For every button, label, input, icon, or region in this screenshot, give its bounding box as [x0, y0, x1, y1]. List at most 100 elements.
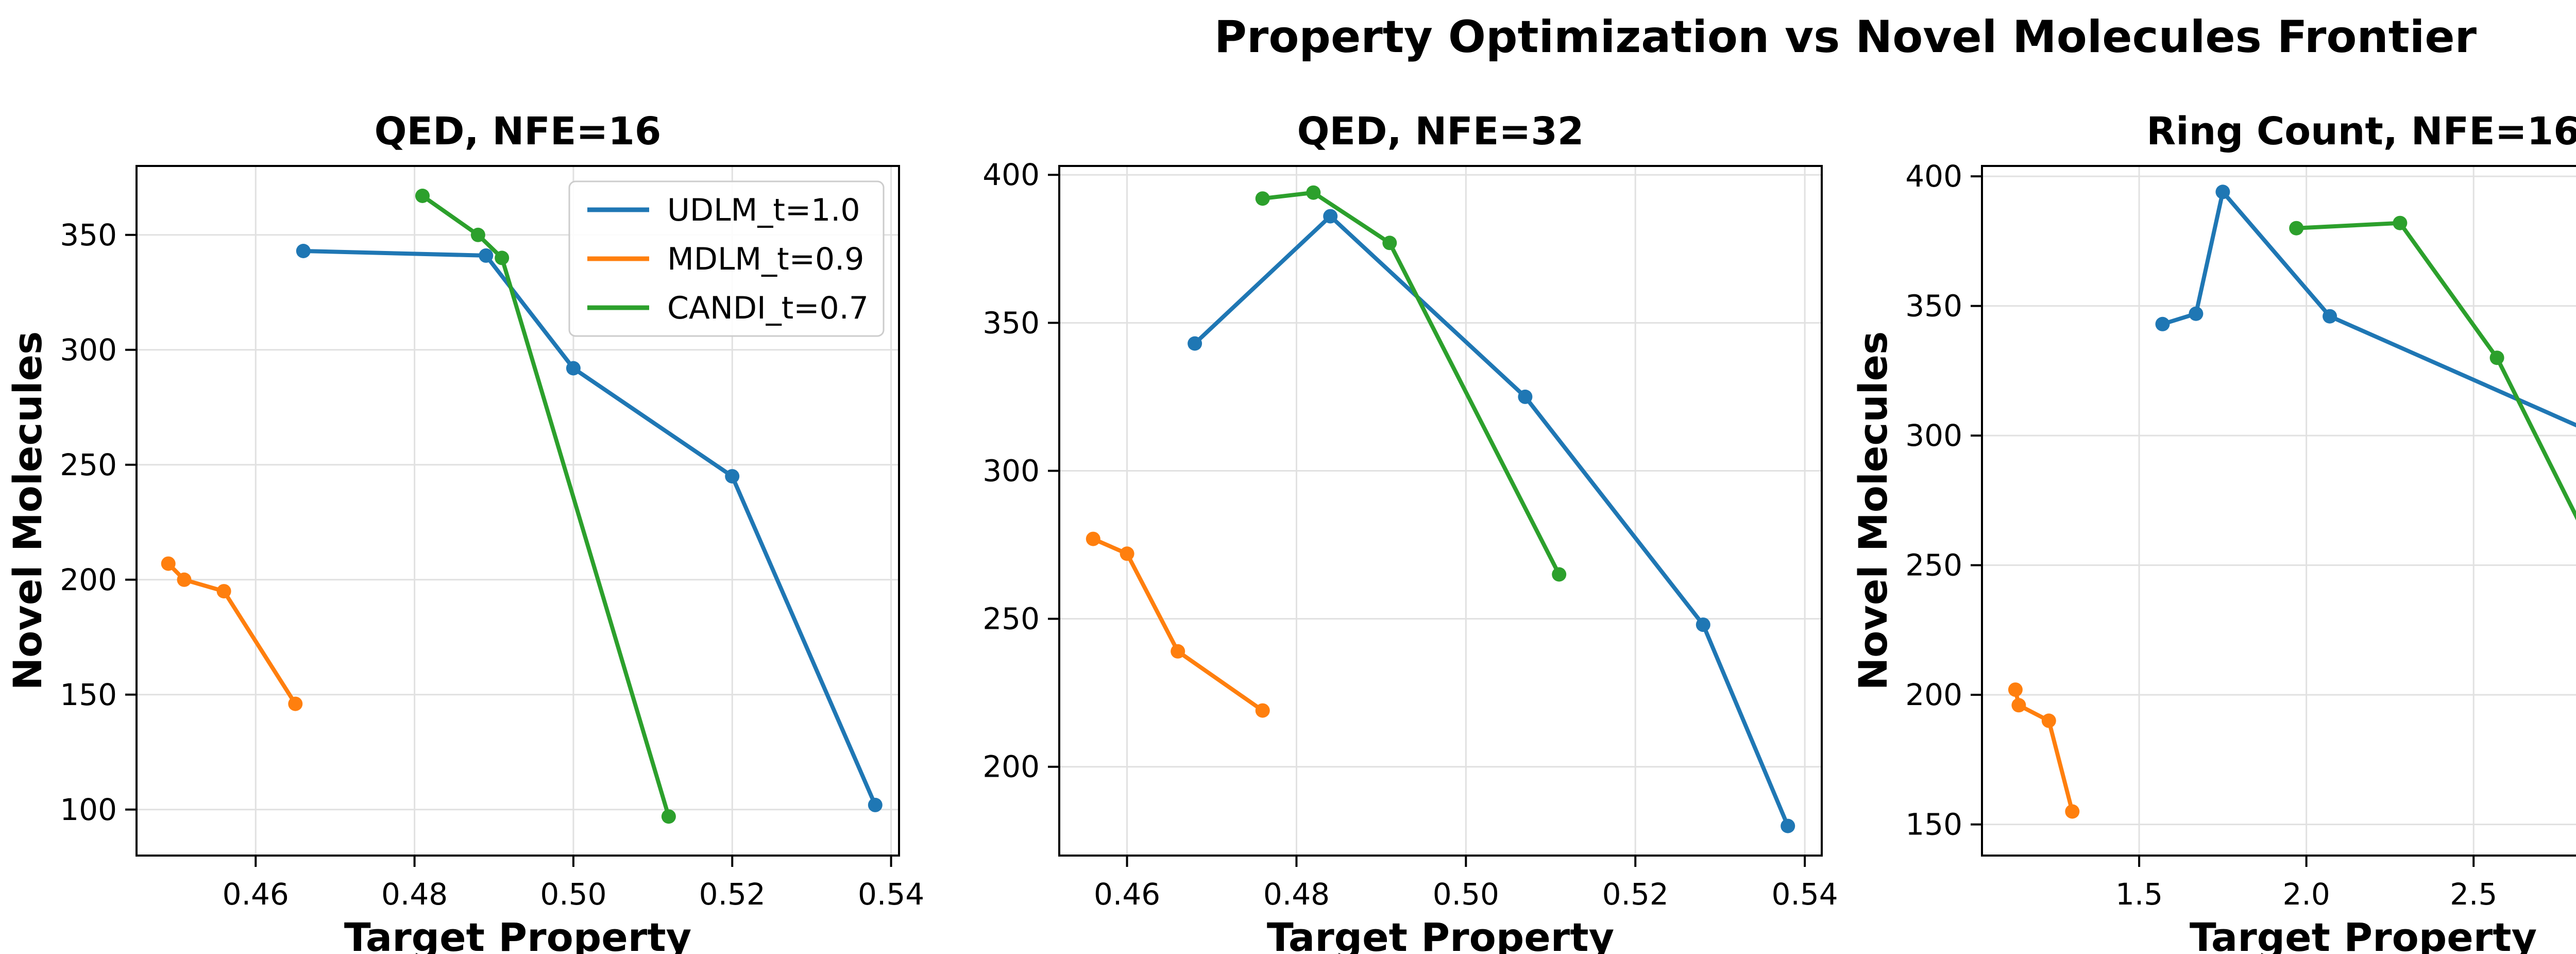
- data-point: [161, 556, 176, 571]
- x-tick-label: 0.46: [223, 877, 289, 912]
- series-CANDI_t=0.7: [2289, 215, 2576, 521]
- data-point: [2289, 221, 2304, 236]
- y-tick-label: 350: [982, 305, 1040, 340]
- series-line: [2160, 190, 2576, 428]
- data-point: [2323, 309, 2337, 324]
- y-tick-label: 200: [1905, 677, 1962, 712]
- y-tick-label: 300: [982, 453, 1040, 488]
- axes-frame: [135, 165, 900, 857]
- series-UDLM_t=1.0: [296, 244, 883, 812]
- data-point: [1518, 389, 1533, 404]
- series-line: [2013, 688, 2075, 814]
- data-point: [725, 469, 740, 484]
- data-point: [177, 572, 192, 587]
- x-tick-label: 0.54: [1772, 877, 1838, 912]
- data-point: [2011, 698, 2026, 713]
- x-axis: 0.46 0.48 0.50 0.52 0.54: [223, 856, 923, 912]
- y-tick-label: 350: [60, 217, 117, 253]
- y-tick-label: 150: [1905, 807, 1962, 842]
- x-tick-label: 0.50: [540, 877, 606, 912]
- y-tick-label: 200: [60, 562, 117, 597]
- data-point: [2065, 804, 2080, 819]
- data-point: [479, 248, 494, 263]
- data-point: [296, 244, 311, 258]
- data-point: [1255, 191, 1270, 206]
- data-point: [1323, 209, 1338, 224]
- series-line: [1260, 190, 1562, 577]
- series-line: [166, 561, 298, 706]
- data-point: [2215, 185, 2230, 199]
- axes-frame: [1058, 165, 1823, 857]
- data-point: [495, 250, 510, 265]
- series-UDLM_t=1.0: [2155, 185, 2576, 428]
- legend-box: [568, 180, 885, 337]
- data-point: [661, 809, 676, 824]
- data-point: [2489, 350, 2504, 365]
- data-point: [566, 361, 581, 376]
- x-tick-label: 0.48: [381, 877, 448, 912]
- y-tick-label: 400: [1905, 159, 1962, 194]
- subplot-qed-nfe32: 0.46 0.48 0.50 0.52 0.54 200 250 300 350 400 QED, …: [923, 0, 1845, 954]
- data-point: [288, 696, 303, 711]
- x-tick-label: 0.54: [858, 877, 923, 912]
- subplot-title: QED, NFE=32: [1297, 109, 1584, 154]
- series-line: [2294, 221, 2576, 521]
- series-line: [420, 194, 671, 819]
- x-tick-label: 0.52: [699, 877, 766, 912]
- data-point: [1086, 531, 1100, 546]
- data-point: [1382, 236, 1397, 250]
- y-tick-label: 300: [60, 332, 117, 367]
- x-axis-label: Target Property: [344, 914, 691, 954]
- y-axis: 200 250 300 350 400: [982, 157, 1059, 784]
- data-point: [1171, 644, 1185, 659]
- x-axis: 0.46 0.48 0.50 0.52 0.54: [1094, 856, 1838, 912]
- y-tick-label: 100: [60, 792, 117, 827]
- subplot-title: Ring Count, NFE=16: [2146, 109, 2576, 154]
- y-tick-label: 250: [60, 447, 117, 482]
- data-point: [1255, 703, 1270, 718]
- subplot-qed-nfe16: 0.46 0.48 0.50 0.52 0.54 100 150 200 250 300 350 QE…: [0, 0, 923, 954]
- series-line: [1193, 214, 1790, 828]
- legend-label: MDLM_t=0.9: [667, 241, 864, 277]
- x-tick-label: 0.46: [1094, 877, 1160, 912]
- data-point: [868, 797, 883, 812]
- x-tick-label: 2.0: [2283, 877, 2330, 912]
- data-point: [2393, 215, 2408, 230]
- y-axis-label: Novel Molecules: [5, 331, 50, 691]
- gridlines: [1982, 166, 2576, 856]
- y-tick-label: 400: [982, 157, 1040, 192]
- data-point: [470, 227, 485, 242]
- data-point: [2041, 713, 2056, 728]
- y-tick-label: 350: [1905, 289, 1962, 324]
- series-CANDI_t=0.7: [415, 189, 676, 824]
- data-point: [2008, 682, 2023, 697]
- series-MDLM_t=0.9: [2008, 682, 2080, 819]
- legend-label: UDLM_t=1.0: [667, 192, 860, 228]
- x-tick-label: 2.5: [2450, 877, 2497, 912]
- data-point: [415, 189, 430, 203]
- data-point: [216, 584, 231, 599]
- chart-ringcount-nfe16-canvas: 1.52.02.53.0150200250300350400Ring Count…: [1850, 109, 2576, 954]
- x-tick-label: 0.48: [1263, 877, 1330, 912]
- data-point: [1552, 567, 1567, 582]
- subplot-title: QED, NFE=16: [375, 109, 662, 154]
- x-axis: 1.52.02.53.0: [2115, 856, 2497, 912]
- subplot-ringcount-nfe16: 1.52.02.53.0150200250300350400Ring Count…: [1845, 0, 2576, 954]
- y-axis: 100 150 200 250 300 350: [60, 217, 137, 827]
- data-point: [2155, 316, 2170, 331]
- series-CANDI_t=0.7: [1255, 185, 1567, 582]
- series-UDLM_t=1.0: [1188, 209, 1795, 833]
- data-point: [1188, 336, 1202, 351]
- y-tick-label: 250: [982, 601, 1040, 637]
- legend-label: CANDI_t=0.7: [667, 290, 869, 326]
- chart-qed-nfe16-canvas: 0.46 0.48 0.50 0.52 0.54 100 150 200 250 300 350 QE…: [5, 109, 923, 954]
- chart-qed-nfe32-canvas: 0.46 0.48 0.50 0.52 0.54 200 250 300 350 400 QED, …: [982, 109, 1838, 954]
- series-MDLM_t=0.9: [1086, 531, 1270, 718]
- y-tick-label: 250: [1905, 548, 1962, 583]
- x-tick-label: 0.50: [1433, 877, 1499, 912]
- y-tick-label: 150: [60, 677, 117, 712]
- legend: UDLM_t=1.0 MDLM_t=0.9 CANDI_t=0.7: [568, 180, 885, 337]
- gridlines: [1059, 166, 1822, 856]
- axes-frame: [1981, 165, 2576, 857]
